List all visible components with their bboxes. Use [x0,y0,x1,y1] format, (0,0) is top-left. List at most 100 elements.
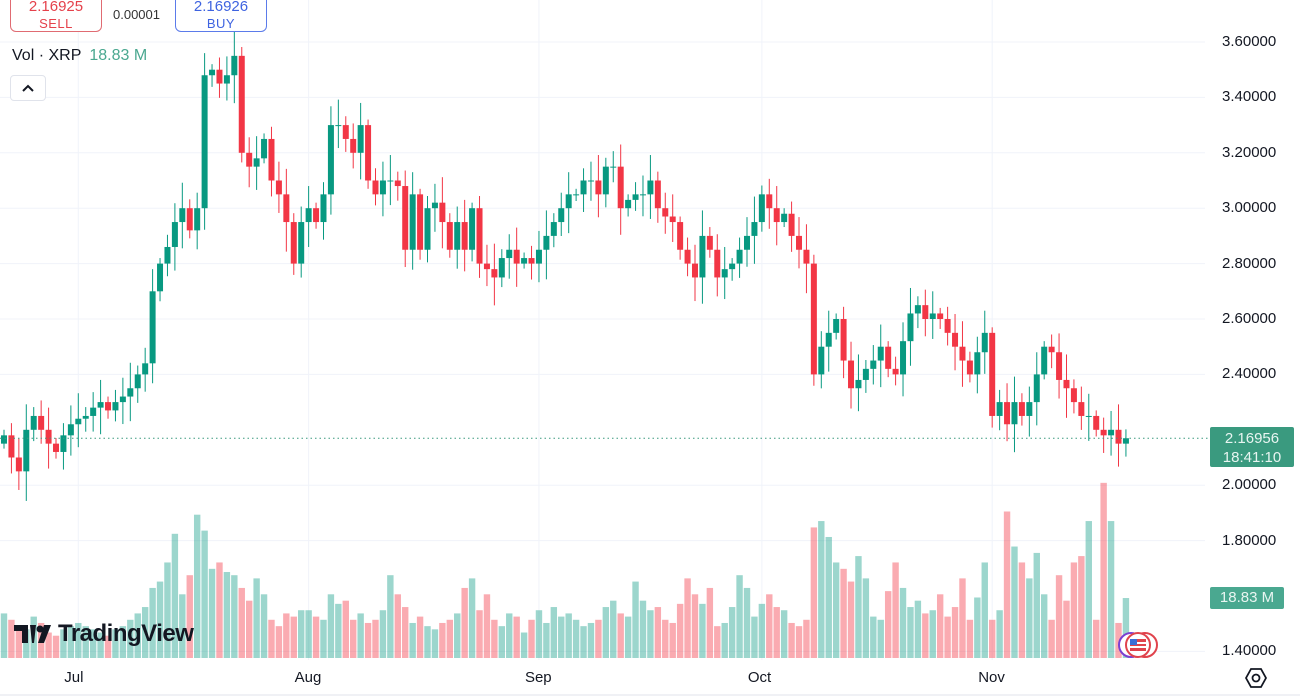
candle-body [684,249,691,264]
sell-button[interactable]: 2.16925 SELL [10,0,102,32]
volume-bar [899,587,907,658]
volume-bar [216,562,223,658]
collapse-legend-button[interactable] [10,75,46,101]
candle-body [558,208,565,223]
candle-body [729,263,736,270]
volume-bar [1055,575,1063,658]
price-axis-label: 3.00000 [1222,199,1277,217]
volume-bar [780,610,788,658]
candle-body [506,249,513,259]
volume-bar [201,530,208,658]
candle-body [848,360,855,389]
volume-bar [743,587,751,658]
volume-bar [305,610,312,658]
candle-body [90,407,97,416]
volume-bar [832,562,840,658]
candle-body [23,429,30,472]
volume-bar [1100,482,1107,658]
candle-body [1093,415,1100,430]
volume-bar [936,594,944,658]
candle-body [758,194,765,223]
volume-bar [699,603,706,658]
candle-body [335,125,342,127]
tradingview-logo-icon [14,625,51,643]
tradingview-logo[interactable]: TradingView [14,620,194,648]
us-flag-events-icon[interactable] [1117,630,1161,660]
volume-bar [751,616,758,658]
volume-bar [335,603,342,658]
candle-body [825,332,832,347]
candle-body [1100,429,1107,436]
volume-bar [253,578,260,658]
volume-bar [439,622,446,658]
candle-body [119,396,126,403]
volume-bar [624,616,632,658]
candle-body [721,269,728,278]
volume-bar [595,619,602,658]
candle-body [15,457,22,472]
volume-bar [587,622,595,658]
volume-legend: Vol · XRP 18.83 M [12,47,147,65]
price-axis-label: 1.40000 [1222,642,1277,660]
volume-bar [684,578,691,658]
candle-body [937,313,944,319]
volume-bar [342,600,349,658]
volume-bar [141,607,149,658]
candle-body [171,222,178,247]
volume-bar [647,610,654,658]
volume-bar [662,619,669,658]
candle-body [744,235,750,250]
candle-body [922,305,929,319]
candle-body [632,194,639,200]
date-axis-label: Jul [64,669,84,686]
candle-body [781,213,788,223]
candle-body [238,55,245,153]
volume-bar [260,594,268,658]
candle-body [1115,429,1122,444]
candle-body [654,180,661,209]
settings-icon[interactable] [1245,667,1267,689]
candle-body [186,208,193,231]
volume-bar [156,581,164,658]
volume-bar [669,622,676,658]
candle-body [67,424,74,436]
volume-bar [223,572,231,658]
volume-bar [847,581,855,658]
price-axis-label: 2.40000 [1222,365,1277,383]
candle-body [803,249,810,264]
candle-body [691,263,698,278]
buy-button[interactable]: 2.16926 BUY [175,0,267,32]
volume-bar [1026,578,1033,658]
volume-bar [907,607,914,658]
candle-body [476,208,483,264]
candle-body [974,352,981,375]
candle-body [387,180,394,182]
candle-body [1018,402,1025,416]
buy-price: 2.16926 [193,0,249,15]
volume-bar [446,619,453,658]
volume-bar [0,613,8,658]
volume-bar [676,603,684,658]
volume-bar [409,622,416,658]
candle-body [127,388,134,397]
volume-bar [1070,562,1078,658]
candle-body [602,166,609,195]
volume-bar [82,626,89,658]
volume-bar [580,626,587,658]
candle-body [952,332,959,347]
volume-bar [543,622,550,658]
candle-body [454,222,461,250]
candle-body [862,368,869,380]
volume-bar [506,613,513,658]
price-axis-label: 3.20000 [1222,143,1277,161]
volume-bar [602,607,610,658]
volume-bar [424,626,431,658]
volume-bar [327,594,335,658]
last-price-tag: 2.16956 18:41:10 [1210,427,1294,467]
volume-bar [1011,546,1018,658]
candle-body [1056,352,1063,380]
volume-bar [67,626,75,658]
volume-bar [639,600,647,658]
volume-bar [1033,552,1040,658]
